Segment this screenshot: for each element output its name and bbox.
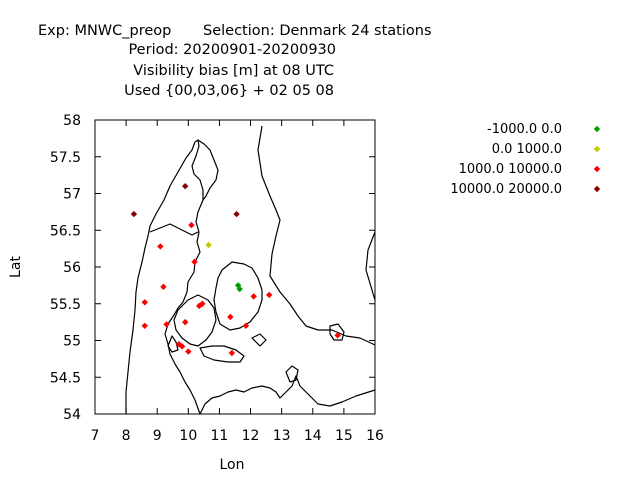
x-tick-label: 9 bbox=[153, 428, 162, 444]
y-axis-label: Lat bbox=[8, 256, 24, 278]
title-selection: Selection: Denmark bbox=[203, 23, 347, 39]
y-tick-label: 56 bbox=[63, 260, 81, 276]
title-period: Period: 20200901-20200930 bbox=[128, 42, 336, 58]
x-tick-label: 14 bbox=[304, 428, 322, 444]
legend-marker bbox=[593, 145, 601, 153]
data-point-series-2 bbox=[250, 293, 257, 300]
legend-label: 1000.0 10000.0 bbox=[459, 162, 562, 177]
data-point-series-2 bbox=[182, 318, 189, 326]
x-tick-label: 8 bbox=[122, 428, 131, 444]
title-experiment: Exp: MNWC_preop bbox=[38, 23, 171, 39]
data-point-series-2 bbox=[141, 299, 148, 306]
data-point-series-2 bbox=[175, 340, 183, 348]
legend: -1000.0 0.0 0.0 1000.0 1000.0 10000.0 10000… bbox=[450, 122, 601, 197]
data-point-series-2 bbox=[228, 349, 236, 357]
data-point-series-2 bbox=[199, 300, 206, 307]
data-point-series-2 bbox=[160, 283, 167, 291]
y-tick-label: 55.5 bbox=[50, 297, 81, 313]
legend-label: 10000.0 20000.0 bbox=[450, 182, 562, 197]
y-tick-label: 56.5 bbox=[50, 223, 81, 239]
title-variable: Visibility bias [m] at 08 UTC bbox=[133, 63, 334, 79]
data-point-series-2 bbox=[188, 221, 195, 229]
data-point-series-2 bbox=[191, 258, 198, 266]
x-tick-label: 11 bbox=[211, 428, 229, 444]
title-station-count: 24 stations bbox=[351, 23, 432, 39]
data-point-series-2 bbox=[227, 313, 234, 321]
data-point-series-2 bbox=[157, 243, 164, 250]
y-tick-label: 54 bbox=[63, 407, 81, 423]
y-tick-label: 55 bbox=[63, 334, 81, 350]
title-used-times: Used {00,03,06} + 02 05 08 bbox=[124, 83, 334, 99]
coastline-map bbox=[125, 125, 376, 415]
y-tick-label: 54.5 bbox=[50, 370, 81, 386]
data-point-series-2 bbox=[266, 291, 273, 299]
legend-label: 0.0 1000.0 bbox=[492, 142, 562, 157]
legend-label: -1000.0 0.0 bbox=[487, 122, 562, 137]
x-tick-label: 13 bbox=[273, 428, 291, 444]
legend-marker bbox=[593, 165, 601, 173]
data-point-series-2 bbox=[185, 348, 192, 355]
data-point-series-2 bbox=[242, 322, 250, 329]
y-tick-label: 58 bbox=[63, 113, 81, 129]
x-tick-label: 15 bbox=[335, 428, 353, 444]
data-point-series-2 bbox=[178, 343, 186, 350]
data-point-series-3 bbox=[233, 210, 240, 218]
data-point-series-2 bbox=[141, 322, 148, 329]
x-axis-label: Lon bbox=[220, 457, 245, 473]
data-points bbox=[130, 182, 341, 357]
x-tick-label: 7 bbox=[91, 428, 100, 444]
data-point-series-3 bbox=[130, 210, 138, 218]
y-axis-ticks: 54 54.5 55 55.5 56 56.5 57 57.5 58 bbox=[50, 113, 375, 423]
data-point-series-0 bbox=[236, 285, 243, 293]
plot-frame bbox=[94, 119, 376, 415]
y-tick-label: 57.5 bbox=[50, 150, 81, 166]
x-axis-ticks: 7 8 9 10 11 12 13 14 15 16 bbox=[91, 120, 384, 444]
y-tick-label: 57 bbox=[63, 187, 81, 203]
data-point-series-1 bbox=[205, 241, 212, 249]
legend-marker bbox=[593, 125, 601, 133]
x-tick-label: 12 bbox=[242, 428, 260, 444]
legend-marker bbox=[593, 185, 601, 193]
x-tick-label: 10 bbox=[179, 428, 197, 444]
data-point-series-2 bbox=[334, 332, 341, 339]
data-point-series-0 bbox=[234, 282, 242, 289]
data-point-series-3 bbox=[182, 182, 189, 190]
x-tick-label: 16 bbox=[366, 428, 384, 444]
data-point-series-2 bbox=[163, 321, 170, 328]
